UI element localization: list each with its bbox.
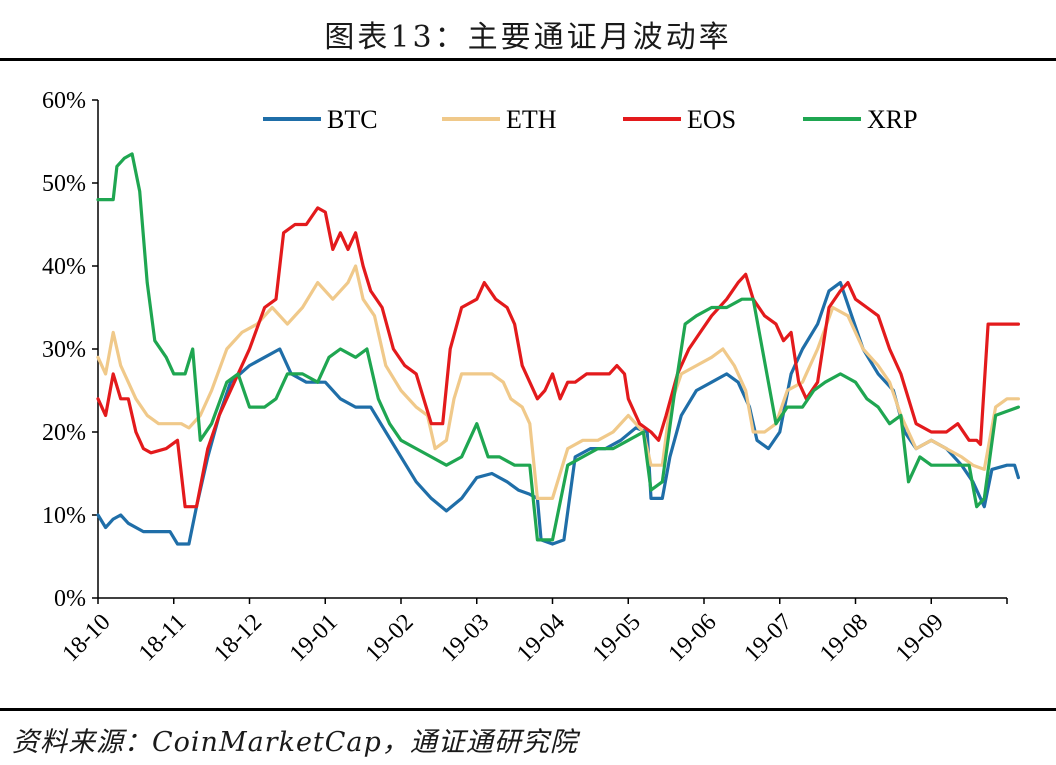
- x-tick-label: 19-08: [815, 609, 873, 667]
- source-note: 资料来源：CoinMarketCap，通证通研究院: [12, 727, 578, 758]
- x-tick-label: 19-04: [512, 609, 570, 667]
- series-line-eth: [96, 264, 1020, 500]
- y-tick-label: 20%: [42, 420, 86, 446]
- x-tick-label: 19-05: [588, 609, 646, 667]
- y-tick-label: 60%: [42, 88, 86, 114]
- y-tick-label: 0%: [54, 586, 86, 612]
- series-line-btc: [96, 281, 1020, 546]
- x-tick-label: 19-01: [285, 609, 343, 667]
- x-tick-label: 19-07: [739, 609, 797, 667]
- top-rule: [0, 58, 1056, 61]
- chart-legend: BTC ETH EOS XRP: [263, 105, 918, 134]
- legend-label-eth: ETH: [506, 105, 557, 134]
- y-tick-label: 30%: [42, 337, 86, 363]
- y-tick-label: 40%: [42, 254, 86, 280]
- x-tick-label: 18-12: [209, 609, 267, 667]
- x-tick-label: 19-06: [664, 609, 722, 667]
- volatility-chart: 0% 10% 20% 30% 40% 50% 60% 18-10 18-11 18-12 19-01…: [42, 88, 1020, 667]
- x-tick-label: 19-03: [436, 609, 494, 667]
- x-tick-label: 19-09: [891, 609, 949, 667]
- y-tick-label: 50%: [42, 171, 86, 197]
- x-tick-label: 18-10: [58, 609, 116, 667]
- legend-label-btc: BTC: [327, 105, 378, 134]
- chart-axes: 0% 10% 20% 30% 40% 50% 60% 18-10 18-11 18-12 19-01…: [42, 88, 1008, 667]
- x-tick-label: 18-11: [134, 609, 191, 666]
- x-tick-label: 19-02: [361, 609, 419, 667]
- y-tick-label: 10%: [42, 503, 86, 529]
- series-line-xrp: [96, 152, 1020, 542]
- chart-title: 图表13：主要通证月波动率: [324, 20, 732, 55]
- legend-label-xrp: XRP: [867, 105, 918, 134]
- chart-series: [96, 152, 1020, 546]
- series-line-eos: [96, 206, 1020, 509]
- bottom-rule: [0, 708, 1056, 711]
- legend-label-eos: EOS: [687, 105, 736, 134]
